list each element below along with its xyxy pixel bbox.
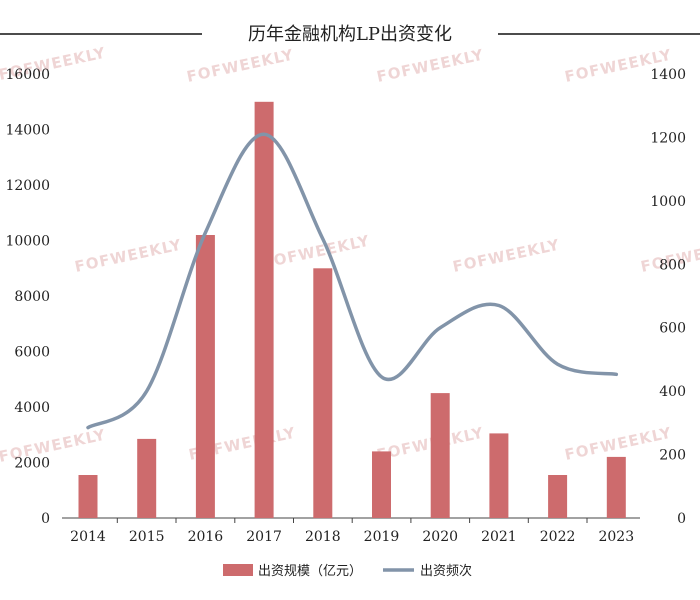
left-tick-label: 8000 (14, 289, 50, 305)
right-tick-label: 200 (659, 448, 686, 464)
x-tick-label: 2017 (246, 529, 282, 545)
watermark: FOFWEEKLY (375, 424, 485, 464)
left-tick-label: 16000 (5, 67, 50, 83)
chart-title: 历年金融机构LP出资变化 (248, 24, 452, 45)
right-tick-label: 400 (659, 384, 686, 400)
right-tick-label: 600 (659, 321, 686, 337)
right-tick-label: 0 (677, 511, 686, 527)
bar-2020 (431, 393, 450, 518)
x-tick-label: 2021 (481, 529, 517, 545)
right-tick-label: 1400 (650, 67, 686, 83)
x-tick-label: 2022 (540, 529, 576, 545)
bar-2022 (548, 475, 567, 518)
left-tick-label: 6000 (14, 345, 50, 361)
left-tick-label: 12000 (5, 178, 50, 194)
bar-2023 (607, 457, 626, 518)
watermark: FOFWEEKLY (375, 46, 485, 86)
x-tick-label: 2023 (598, 529, 634, 545)
bar-series (79, 102, 626, 518)
line-frequency (88, 134, 616, 427)
watermark: FOFWEEKLY (261, 232, 371, 272)
bar-2016 (196, 235, 215, 518)
left-tick-label: 2000 (14, 456, 50, 472)
bar-2019 (372, 451, 391, 518)
x-tick-label: 2018 (305, 529, 341, 545)
bar-2018 (313, 268, 332, 518)
left-tick-label: 14000 (5, 123, 50, 139)
right-axis-ticks: 0 200 400 600 800 1000 1200 1400 (650, 67, 686, 527)
watermark: FOFWEEKLY (451, 236, 561, 276)
x-tick-label: 2014 (70, 529, 106, 545)
legend: 出资规模（亿元） 出资频次 (223, 563, 472, 579)
legend-label-bars: 出资规模（亿元） (258, 564, 362, 579)
line-series (88, 134, 617, 428)
right-tick-label: 1200 (650, 130, 686, 146)
right-tick-label: 1000 (650, 194, 686, 210)
legend-swatch-bars (223, 564, 253, 576)
right-tick-label: 800 (659, 257, 686, 273)
x-axis-ticks: 2014 2015 2016 2017 2018 2019 2020 2021 2022 2023 (70, 518, 634, 545)
x-tick-label: 2015 (129, 529, 165, 545)
watermark: FOFWEEKLY (73, 236, 183, 276)
x-tick-label: 2019 (364, 529, 400, 545)
left-tick-label: 10000 (5, 234, 50, 250)
bar-2015 (137, 439, 156, 518)
x-tick-label: 2020 (422, 529, 458, 545)
watermarks: FOFWEEKLY FOFWEEKLY FOFWEEKLY FOFWEEKLY … (0, 44, 700, 466)
left-tick-label: 0 (41, 511, 50, 527)
legend-label-line: 出资频次 (420, 563, 472, 579)
bar-2017 (255, 102, 274, 518)
x-tick-label: 2016 (188, 529, 224, 545)
left-tick-label: 4000 (14, 400, 50, 416)
bar-2014 (79, 475, 98, 518)
watermark: FOFWEEKLY (185, 46, 295, 86)
bar-2021 (489, 433, 508, 518)
